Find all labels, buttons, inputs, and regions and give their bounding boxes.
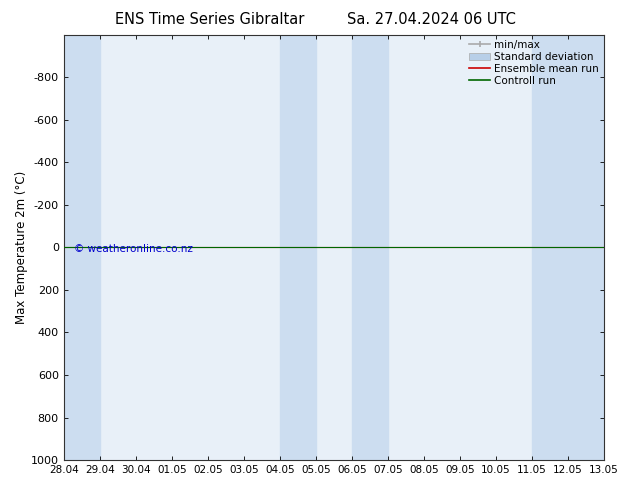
Bar [532, 35, 604, 460]
Text: © weatheronline.co.nz: © weatheronline.co.nz [74, 244, 193, 254]
Bar [63, 35, 100, 460]
Bar [352, 35, 388, 460]
Legend: min/max, Standard deviation, Ensemble mean run, Controll run: min/max, Standard deviation, Ensemble me… [467, 38, 601, 88]
Text: Sa. 27.04.2024 06 UTC: Sa. 27.04.2024 06 UTC [347, 12, 515, 27]
Bar [280, 35, 316, 460]
Text: ENS Time Series Gibraltar: ENS Time Series Gibraltar [115, 12, 304, 27]
Y-axis label: Max Temperature 2m (°C): Max Temperature 2m (°C) [15, 171, 28, 324]
